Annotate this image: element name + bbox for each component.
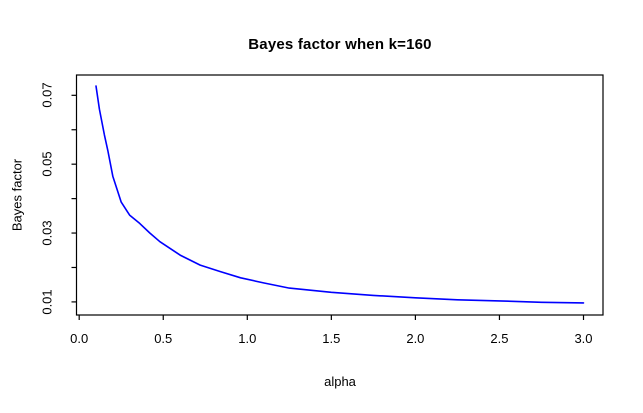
x-tick-label-0.5: 0.5	[154, 331, 173, 346]
y-tick-label-0.01: 0.01	[39, 289, 55, 315]
bayes-factor-curve	[95, 85, 585, 304]
plot-box	[75, 74, 604, 316]
x-tick-label-2.0: 2.0	[406, 331, 425, 346]
y-axis-label: Bayes factor	[9, 158, 25, 232]
y-tick-label-0.05: 0.05	[39, 151, 55, 177]
x-tick-label-3.0: 3.0	[574, 331, 593, 346]
x-tick-label-1.5: 1.5	[322, 331, 341, 346]
x-tick-label-1.0: 1.0	[238, 331, 257, 346]
y-tick-label-0.03: 0.03	[39, 220, 55, 246]
x-tick-label-2.5: 2.5	[490, 331, 509, 346]
chart-title: Bayes factor when k=160	[248, 36, 432, 53]
x-axis-label: alpha	[324, 374, 356, 389]
x-tick-label-0.0: 0.0	[70, 331, 89, 346]
y-tick-label-0.07: 0.07	[39, 82, 55, 108]
